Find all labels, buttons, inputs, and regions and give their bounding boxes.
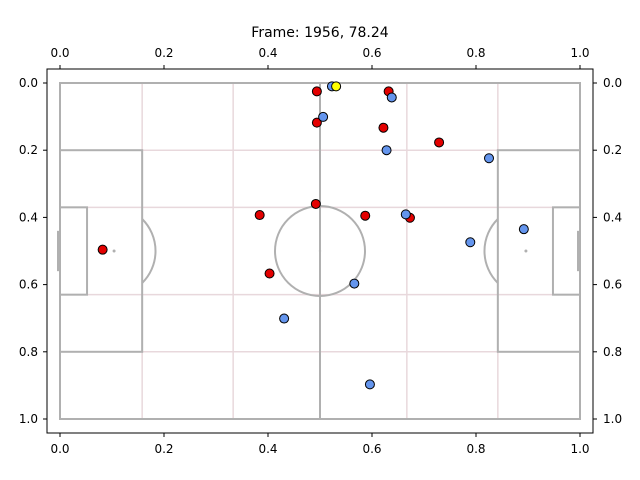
x-tick-label-bottom: 0.8 [466, 442, 485, 456]
ball-marker [332, 82, 341, 91]
x-tick-label-top: 0.0 [50, 46, 69, 60]
player-markers [98, 82, 528, 389]
left-penalty-arc [142, 219, 155, 283]
home-marker [361, 211, 370, 220]
y-tick-label-left: 0.2 [19, 143, 38, 157]
away-marker [319, 112, 328, 121]
x-tick-label-bottom: 1.0 [570, 442, 589, 456]
home-marker [311, 199, 320, 208]
y-tick-label-left: 0.0 [19, 76, 38, 90]
x-tick-label-bottom: 0.6 [362, 442, 381, 456]
away-marker [401, 210, 410, 219]
x-tick-label-top: 0.6 [362, 46, 381, 60]
home-marker [312, 87, 321, 96]
away-marker [485, 154, 494, 163]
x-tick-label-top: 1.0 [570, 46, 589, 60]
away-marker [350, 279, 359, 288]
y-tick-label-left: 0.4 [19, 210, 38, 224]
left-penalty-spot [113, 250, 116, 253]
away-marker [466, 238, 475, 247]
away-marker [387, 93, 396, 102]
y-tick-label-right: 0.0 [603, 76, 622, 90]
x-tick-label-bottom: 0.2 [154, 442, 173, 456]
pitch-markings [59, 83, 580, 419]
x-tick-label-top: 0.8 [466, 46, 485, 60]
home-marker [265, 269, 274, 278]
home-marker [435, 138, 444, 147]
away-marker [519, 225, 528, 234]
y-tick-label-left: 0.6 [19, 278, 38, 292]
y-tick-label-left: 0.8 [19, 345, 38, 359]
left-goal-area [60, 207, 87, 294]
y-tick-label-left: 1.0 [19, 412, 38, 426]
home-marker [255, 211, 264, 220]
center-spot [319, 250, 321, 252]
away-marker [280, 314, 289, 323]
y-tick-label-right: 0.2 [603, 143, 622, 157]
home-marker [379, 123, 388, 132]
y-tick-label-right: 0.8 [603, 345, 622, 359]
home-marker [98, 245, 107, 254]
chart-title: Frame: 1956, 78.24 [251, 25, 388, 41]
x-tick-label-bottom: 0.4 [258, 442, 277, 456]
right-penalty-arc [484, 219, 497, 283]
y-tick-label-right: 1.0 [603, 412, 622, 426]
right-penalty-spot [524, 250, 527, 253]
away-marker [365, 380, 374, 389]
away-marker [382, 146, 391, 155]
x-tick-label-top: 0.2 [154, 46, 173, 60]
y-tick-label-right: 0.4 [603, 210, 622, 224]
right-penalty-box [498, 150, 580, 352]
x-tick-label-bottom: 0.0 [50, 442, 69, 456]
right-goal-area [553, 207, 580, 294]
x-tick-label-top: 0.4 [258, 46, 277, 60]
y-tick-label-right: 0.6 [603, 278, 622, 292]
